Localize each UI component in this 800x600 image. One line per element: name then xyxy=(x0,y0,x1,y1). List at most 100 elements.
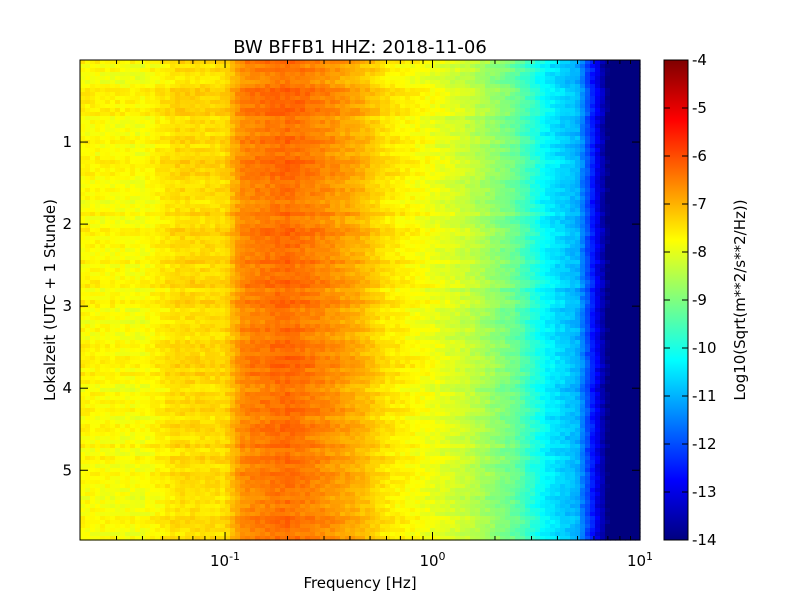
heatmap-cell xyxy=(420,136,426,141)
heatmap-cell xyxy=(495,216,501,221)
heatmap-cell xyxy=(480,172,486,177)
heatmap-cell xyxy=(180,188,186,193)
heatmap-cell xyxy=(455,88,461,93)
heatmap-cell xyxy=(275,196,281,201)
heatmap-cell xyxy=(145,228,151,233)
heatmap-cell xyxy=(540,224,546,229)
heatmap-cell xyxy=(600,176,606,181)
heatmap-cell xyxy=(240,148,246,153)
heatmap-cell xyxy=(170,64,176,69)
heatmap-cell xyxy=(545,180,551,185)
heatmap-cell xyxy=(515,164,521,169)
heatmap-cell xyxy=(500,196,506,201)
heatmap-cell xyxy=(470,132,476,137)
heatmap-cell xyxy=(255,144,261,149)
heatmap-cell xyxy=(445,80,451,85)
heatmap-cell xyxy=(600,92,606,97)
heatmap-cell xyxy=(255,184,261,189)
heatmap-cell xyxy=(430,164,436,169)
heatmap-cell xyxy=(585,144,591,149)
heatmap-cell xyxy=(225,168,231,173)
heatmap-cell xyxy=(120,216,126,221)
heatmap-cell xyxy=(100,224,106,229)
heatmap-cell xyxy=(425,224,431,229)
heatmap-cell xyxy=(180,68,186,73)
heatmap-cell xyxy=(215,232,221,237)
heatmap-cell xyxy=(625,204,631,209)
heatmap-cell xyxy=(300,160,306,165)
heatmap-cell xyxy=(245,96,251,101)
heatmap-cell xyxy=(445,88,451,93)
heatmap-cell xyxy=(375,76,381,81)
heatmap-cell xyxy=(305,112,311,117)
heatmap-cell xyxy=(635,152,641,157)
heatmap-cell xyxy=(350,200,356,205)
heatmap-cell xyxy=(100,168,106,173)
heatmap-cell xyxy=(325,136,331,141)
heatmap-cell xyxy=(320,100,326,105)
heatmap-cell xyxy=(120,104,126,109)
heatmap-cell xyxy=(380,80,386,85)
heatmap-cell xyxy=(430,140,436,145)
heatmap-cell xyxy=(460,136,466,141)
heatmap-cell xyxy=(195,60,201,65)
heatmap-cell xyxy=(460,184,466,189)
heatmap-cell xyxy=(595,204,601,209)
heatmap-cell xyxy=(595,208,601,213)
heatmap-cell xyxy=(480,160,486,165)
heatmap-cell xyxy=(175,224,181,229)
heatmap-cell xyxy=(105,128,111,133)
heatmap-cell xyxy=(630,172,636,177)
heatmap-cell xyxy=(145,136,151,141)
heatmap-cell xyxy=(475,112,481,117)
heatmap-cell xyxy=(145,128,151,133)
heatmap-cell xyxy=(105,96,111,101)
heatmap-cell xyxy=(450,216,456,221)
heatmap-cell xyxy=(470,160,476,165)
heatmap-cell xyxy=(530,232,536,237)
heatmap-cell xyxy=(180,108,186,113)
heatmap-cell xyxy=(440,144,446,149)
heatmap-cell xyxy=(325,196,331,201)
heatmap-cell xyxy=(280,76,286,81)
heatmap-cell xyxy=(485,72,491,77)
heatmap-cell xyxy=(120,128,126,133)
heatmap-cell xyxy=(155,76,161,81)
heatmap-cell xyxy=(625,124,631,129)
heatmap-cell xyxy=(515,112,521,117)
heatmap-cell xyxy=(550,200,556,205)
heatmap-cell xyxy=(220,64,226,69)
heatmap-cell xyxy=(255,132,261,137)
heatmap-cell xyxy=(555,172,561,177)
heatmap-cell xyxy=(220,216,226,221)
heatmap-cell xyxy=(535,200,541,205)
heatmap-cell xyxy=(415,224,421,229)
heatmap-cell xyxy=(205,216,211,221)
heatmap-cell xyxy=(130,116,136,121)
heatmap-cell xyxy=(90,196,96,201)
heatmap-cell xyxy=(485,160,491,165)
heatmap-cell xyxy=(600,96,606,101)
heatmap-cell xyxy=(435,60,441,65)
heatmap-cell xyxy=(420,180,426,185)
heatmap-cell xyxy=(285,96,291,101)
heatmap-cell xyxy=(95,116,101,121)
heatmap-cell xyxy=(245,228,251,233)
heatmap-cell xyxy=(290,100,296,105)
heatmap-cell xyxy=(415,128,421,133)
heatmap-cell xyxy=(175,68,181,73)
heatmap-cell xyxy=(635,224,641,229)
heatmap-cell xyxy=(420,116,426,121)
heatmap-cell xyxy=(585,224,591,229)
heatmap-cell xyxy=(585,180,591,185)
heatmap-cell xyxy=(320,192,326,197)
heatmap-cell xyxy=(320,116,326,121)
heatmap-cell xyxy=(415,180,421,185)
heatmap-cell xyxy=(430,200,436,205)
heatmap-cell xyxy=(405,88,411,93)
heatmap-cell xyxy=(350,208,356,213)
heatmap-cell xyxy=(100,76,106,81)
heatmap-cell xyxy=(200,124,206,129)
heatmap-cell xyxy=(455,228,461,233)
heatmap-cell xyxy=(195,76,201,81)
